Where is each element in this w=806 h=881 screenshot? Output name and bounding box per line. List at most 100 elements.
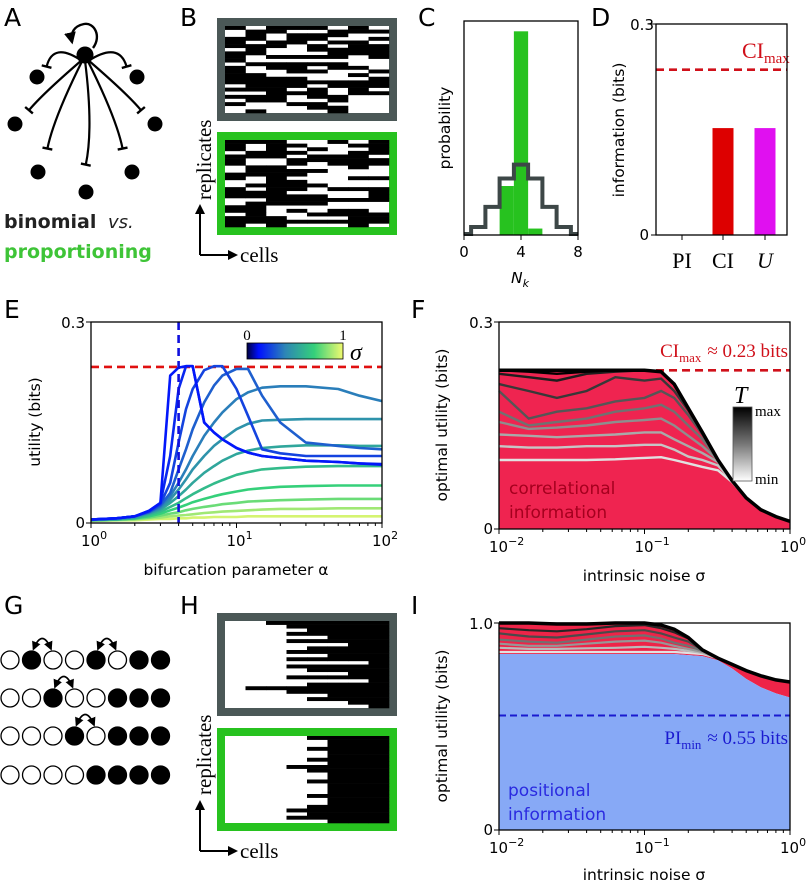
filled-cell bbox=[129, 650, 149, 670]
black-cell bbox=[348, 198, 369, 202]
black-cell bbox=[327, 62, 349, 67]
panel-label-c: C bbox=[418, 3, 435, 32]
black-cell bbox=[368, 76, 390, 81]
black-cell bbox=[368, 743, 390, 748]
black-cell bbox=[368, 804, 390, 809]
inhibition-bar bbox=[41, 64, 52, 69]
x-tick-label: 4 bbox=[516, 243, 526, 261]
black-cell bbox=[245, 165, 267, 170]
black-cell bbox=[368, 772, 390, 777]
empty-cell bbox=[0, 650, 20, 670]
black-cell bbox=[348, 187, 369, 192]
replicates-axis-label: replicates bbox=[192, 120, 216, 200]
fill-label-line2: information bbox=[508, 805, 606, 825]
black-cell bbox=[327, 761, 349, 766]
black-cell bbox=[266, 187, 287, 192]
black-cell bbox=[368, 176, 390, 181]
black-cell bbox=[327, 621, 349, 625]
swap-arrow bbox=[75, 713, 96, 727]
black-cell bbox=[307, 105, 328, 110]
tick-exponent: 0 bbox=[799, 535, 806, 548]
black-cell bbox=[286, 689, 308, 694]
black-cell bbox=[225, 176, 246, 181]
black-cell bbox=[327, 797, 349, 802]
black-cell bbox=[327, 772, 349, 777]
black-cell bbox=[307, 62, 328, 67]
tick-base: 10 bbox=[635, 538, 654, 556]
black-cell bbox=[368, 147, 390, 152]
black-cell bbox=[225, 40, 246, 45]
binomial-step-line bbox=[464, 162, 578, 236]
black-cell bbox=[307, 194, 328, 199]
pi-min-annotation: PImin ≈ 0.55 bits bbox=[664, 728, 788, 752]
utility-curve bbox=[90, 417, 382, 521]
black-cell bbox=[327, 736, 349, 740]
target-node bbox=[29, 69, 45, 85]
black-cell bbox=[266, 219, 287, 224]
filled-cell bbox=[150, 765, 171, 785]
black-cell bbox=[327, 628, 349, 633]
t-colorbar bbox=[732, 406, 753, 482]
empty-cell bbox=[64, 650, 85, 670]
x-tick-label: 10−1 bbox=[635, 836, 670, 857]
black-cell bbox=[348, 642, 369, 647]
black-cell bbox=[327, 653, 349, 658]
black-cell bbox=[225, 154, 246, 159]
empty-cell bbox=[86, 726, 106, 746]
black-cell bbox=[327, 754, 349, 759]
black-cell bbox=[307, 212, 328, 217]
black-cell bbox=[225, 73, 246, 78]
black-cell bbox=[368, 624, 390, 629]
black-cell bbox=[307, 80, 328, 85]
black-cell bbox=[348, 812, 369, 817]
black-cell bbox=[266, 621, 287, 625]
tick-base: 10 bbox=[372, 532, 391, 550]
panel-label-h: H bbox=[180, 591, 199, 620]
positional-information-area bbox=[499, 654, 790, 830]
black-cell bbox=[368, 161, 390, 166]
black-cell bbox=[245, 194, 267, 199]
label-main: PI bbox=[664, 728, 681, 749]
y-axis-label: optimal utility (bits) bbox=[433, 650, 451, 803]
black-cell bbox=[307, 91, 328, 96]
black-cell bbox=[348, 223, 369, 228]
black-cell bbox=[327, 212, 349, 217]
cells-axis-label: cells bbox=[240, 243, 278, 267]
black-cell bbox=[348, 216, 369, 221]
hub-node bbox=[76, 46, 94, 64]
black-cell bbox=[348, 682, 369, 687]
panel-label-b: B bbox=[180, 3, 197, 32]
black-cell bbox=[266, 80, 287, 85]
black-cell bbox=[245, 62, 267, 67]
black-cell bbox=[266, 172, 287, 177]
black-cell bbox=[348, 794, 369, 798]
proportioning-bar bbox=[528, 228, 543, 235]
black-cell bbox=[348, 772, 369, 777]
black-cell bbox=[348, 804, 369, 809]
colorbar-max-label: 1 bbox=[339, 328, 347, 344]
black-cell bbox=[225, 51, 246, 56]
black-cell bbox=[327, 808, 349, 813]
tick-exponent: −1 bbox=[654, 535, 670, 548]
black-cell bbox=[368, 675, 390, 680]
black-cell bbox=[307, 36, 328, 41]
black-cell bbox=[327, 743, 349, 748]
black-cell bbox=[368, 212, 390, 217]
black-cell bbox=[225, 26, 246, 30]
black-cell bbox=[307, 628, 328, 633]
black-cell bbox=[348, 73, 369, 78]
black-cell bbox=[245, 33, 267, 38]
black-cell bbox=[286, 815, 308, 820]
black-cell bbox=[286, 675, 308, 680]
black-cell bbox=[368, 815, 390, 820]
target-node bbox=[30, 164, 46, 180]
black-cell bbox=[368, 194, 390, 199]
black-cell bbox=[266, 143, 287, 148]
inhibition-bar bbox=[42, 146, 53, 151]
black-cell bbox=[327, 161, 349, 166]
x-tick-label: 8 bbox=[573, 243, 583, 261]
black-cell bbox=[327, 635, 349, 640]
black-cell bbox=[307, 87, 328, 92]
black-cell bbox=[245, 87, 267, 92]
black-cell bbox=[307, 697, 328, 702]
